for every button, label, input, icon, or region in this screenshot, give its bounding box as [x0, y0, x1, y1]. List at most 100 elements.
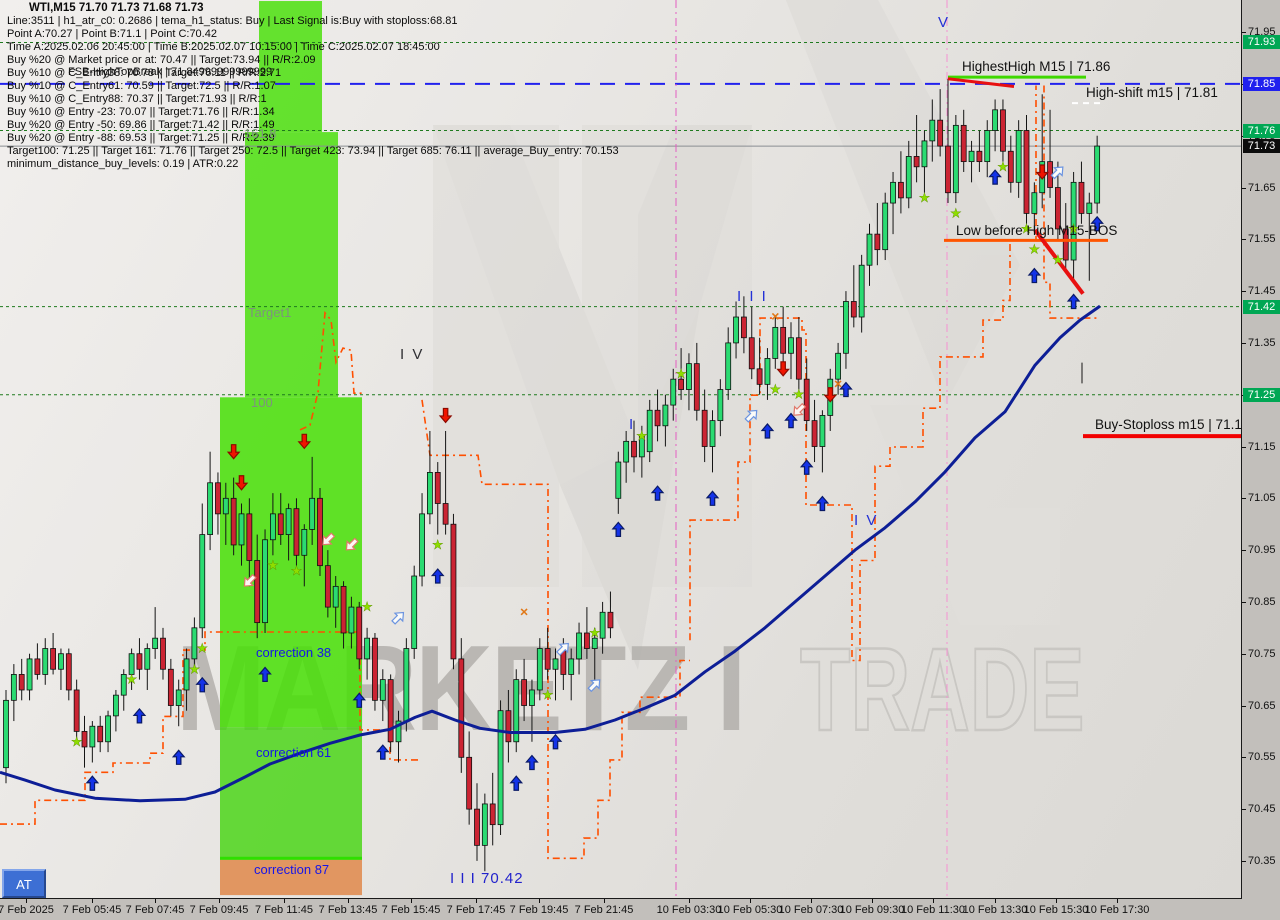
- buy-arrow-icon: [352, 692, 367, 708]
- candle-body: [42, 648, 49, 675]
- info-line-points: Point A:70.27 | Point B:71.1 | Point C:7…: [7, 28, 217, 40]
- time-tick: [219, 899, 220, 903]
- time-tick: [1117, 899, 1118, 903]
- candle-body: [317, 497, 323, 567]
- candle-body: [277, 513, 284, 535]
- candle-body: [3, 699, 9, 769]
- candle-body: [34, 658, 41, 675]
- price-tick-label: 71.45: [1248, 285, 1276, 298]
- price-tick: [1242, 239, 1246, 241]
- candle-body: [536, 648, 543, 691]
- supertrend-line: [299, 310, 362, 431]
- hollow-down-arrow-icon: [345, 537, 359, 551]
- candle-body: [1031, 192, 1038, 214]
- hollow-up-arrow-icon: [391, 611, 405, 625]
- fib-zone: [220, 856, 362, 860]
- candle-body: [191, 627, 198, 660]
- supertrend-line: [1043, 85, 1098, 319]
- candle-body: [434, 472, 441, 504]
- candle-body: [73, 689, 80, 732]
- price-tag: 71.76: [1243, 123, 1280, 138]
- price-tick-label: 70.45: [1248, 803, 1276, 816]
- time-tick-label: 10 Feb 13:30: [962, 904, 1028, 916]
- time-tick: [689, 899, 690, 903]
- time-tick: [872, 899, 873, 903]
- candle-body: [521, 679, 527, 706]
- candle-body: [921, 140, 928, 168]
- time-tick-label: 10 Feb 05:30: [717, 904, 783, 916]
- symbol-title: WTI,M15 71.70 71.73 71.68 71.73: [29, 2, 204, 14]
- star-icon: ★: [361, 599, 373, 614]
- cross-marker-icon: ×: [520, 603, 528, 619]
- candle-body: [442, 503, 449, 525]
- fib-zone: [220, 397, 362, 728]
- buy-arrow-icon: [548, 733, 563, 750]
- info-line-times: Time A:2025.02.06 20:45:00 | Time B:2025…: [7, 41, 440, 53]
- candle-body: [654, 409, 661, 427]
- info-line-buy-entry23: Buy %10 @ Entry -23: 70.07 || Target:71.…: [7, 106, 275, 118]
- time-tick: [995, 899, 996, 903]
- time-tick: [1056, 899, 1057, 903]
- price-tick-label: 70.55: [1248, 751, 1276, 764]
- price-tick-label: 71.35: [1248, 336, 1276, 349]
- candle-body: [568, 658, 575, 675]
- candle-body: [866, 233, 873, 266]
- price-tick-label: 71.65: [1248, 181, 1276, 194]
- candle-body: [693, 363, 700, 411]
- time-tick-label: 10 Feb 07:30: [778, 904, 844, 916]
- candle-body: [120, 674, 127, 696]
- time-tick: [604, 899, 605, 903]
- candle-body: [18, 674, 25, 691]
- candle-body: [850, 301, 857, 318]
- candle-body: [1078, 181, 1085, 214]
- candle-body: [309, 497, 316, 530]
- candle-body: [167, 668, 174, 706]
- fib-zone: [220, 859, 362, 896]
- candle-body: [1015, 130, 1022, 183]
- time-tick: [284, 899, 285, 903]
- info-line-min-distance: minimum_distance_buy_levels: 0.19 | ATR:…: [7, 158, 239, 170]
- candle-body: [254, 560, 261, 624]
- price-tick-label: 71.15: [1248, 440, 1276, 453]
- buy-arrow-icon: [815, 495, 830, 512]
- hollow-down-arrow-icon: [243, 573, 257, 587]
- info-line-signal: Line:3511 | h1_atr_c0: 0.2686 | tema_h1_…: [7, 15, 458, 27]
- star-icon: ★: [1029, 242, 1041, 257]
- candle-body: [285, 508, 292, 535]
- time-axis[interactable]: 7 Feb 2025 7 Feb 05:45 7 Feb 07:45 7 Feb 09…: [0, 899, 1241, 920]
- time-tick-label: 7 Feb 11:45: [255, 904, 313, 916]
- buy-arrow-icon: [376, 744, 390, 760]
- star-icon: ★: [267, 558, 279, 573]
- candle-body: [419, 513, 425, 577]
- price-axis[interactable]: 71.9571.8571.7571.6571.5571.4571.3571.25…: [1242, 0, 1280, 898]
- candle-body: [599, 611, 606, 639]
- candle-body: [372, 637, 378, 701]
- ma-line: [0, 304, 1101, 803]
- sell-arrow-icon: [823, 387, 838, 403]
- buy-arrow-icon: [430, 568, 445, 584]
- price-tick: [1242, 705, 1246, 707]
- chart-canvas[interactable]: ★ ★ ★ ★ ★ ★ ★ ★ ★ ★ ★ ★ ★ ★ ★ ★ ★ ★ ★ ★ ★ × × ×: [0, 0, 1241, 898]
- sell-arrow-icon: [297, 433, 312, 450]
- sell-arrow-icon: [1035, 164, 1049, 180]
- chart-plot-area[interactable]: MARKETZ I TRADE ★ ★ ★ ★ ★ ★ ★ ★ ★ ★ ★ ★ ★ ★ ★ ★ ★ ★ ★ ★ ★ × × ×…: [0, 0, 1249, 899]
- candle-body: [513, 679, 520, 743]
- candle-body: [481, 803, 488, 846]
- candle-body: [293, 508, 300, 556]
- candle-body: [584, 632, 590, 649]
- price-tick-label: 71.05: [1248, 492, 1276, 505]
- candle-body: [238, 513, 245, 546]
- candle-body: [756, 368, 763, 385]
- candle-body: [638, 435, 645, 458]
- price-tick: [1242, 601, 1246, 603]
- candle-body: [952, 124, 959, 194]
- auto-trade-button[interactable]: AT: [2, 869, 46, 898]
- time-tick-label: 7 Feb 07:45: [125, 904, 185, 916]
- candle-body: [843, 301, 849, 354]
- candle-body: [670, 378, 677, 406]
- star-icon: ★: [542, 687, 554, 702]
- candle-body: [58, 653, 64, 670]
- candle-body: [97, 725, 104, 743]
- candle-body: [1023, 130, 1030, 214]
- price-tick-label: 70.95: [1248, 544, 1276, 557]
